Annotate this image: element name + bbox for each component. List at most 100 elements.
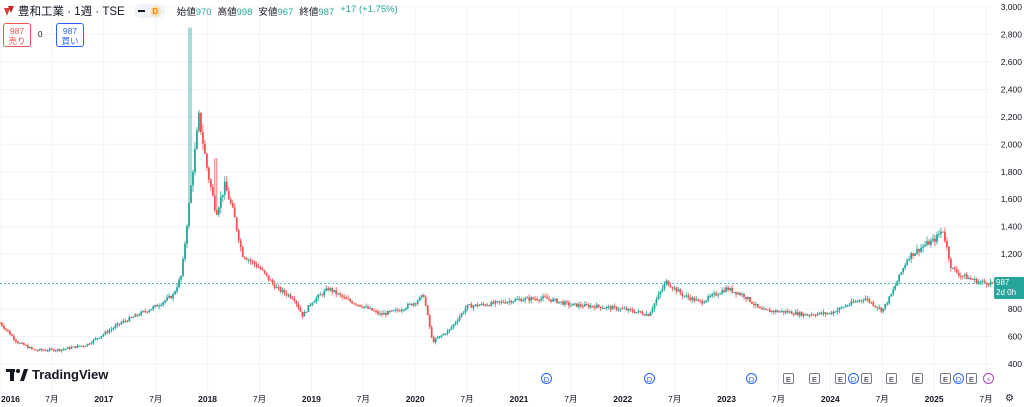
earnings-marker[interactable]: E: [783, 373, 794, 384]
candle-body: [68, 347, 71, 349]
candle-body: [900, 272, 903, 275]
candle-body: [295, 300, 298, 304]
symbol-logo-icon: [4, 6, 14, 16]
candle-body: [396, 309, 399, 311]
earnings-marker[interactable]: E: [940, 373, 951, 384]
symbol-title[interactable]: 豊和工業 · 1週 · TSE: [18, 6, 125, 18]
candle-body: [774, 310, 777, 312]
earnings-marker[interactable]: E: [861, 373, 872, 384]
candle-body: [90, 342, 93, 344]
tradingview-logo[interactable]: TradingView: [6, 367, 108, 382]
candle-body: [7, 329, 9, 332]
candle-body: [283, 289, 286, 294]
candle-body: [830, 312, 833, 314]
candle-body: [661, 288, 664, 292]
candle-body: [703, 302, 706, 304]
candle-body: [205, 153, 208, 168]
buy-button[interactable]: 987 買い: [56, 23, 84, 47]
candle-body: [613, 306, 616, 308]
sell-price: 987: [9, 26, 25, 36]
y-tick-label: 800: [1008, 304, 1022, 314]
earnings-marker[interactable]: E: [809, 373, 820, 384]
x-tick-label: 7月: [564, 394, 577, 404]
candle-body: [607, 306, 610, 308]
candle-body: [96, 338, 99, 340]
candle-body: [265, 272, 268, 276]
candle-body: [30, 347, 33, 349]
candle-body: [466, 304, 469, 309]
sell-button[interactable]: 987 売り: [3, 23, 31, 47]
dividend-marker[interactable]: D: [541, 373, 552, 384]
candle-body: [287, 294, 290, 296]
y-tick-label: 600: [1008, 332, 1022, 342]
candle-body: [301, 311, 304, 317]
earnings-marker[interactable]: E: [886, 373, 897, 384]
x-tick-label: 2025: [925, 394, 944, 404]
candle-body: [291, 297, 294, 299]
dividend-marker[interactable]: D: [848, 373, 859, 384]
candle-body: [490, 301, 493, 306]
candle-body: [319, 294, 322, 296]
candle-body: [221, 194, 224, 198]
candle-body: [116, 323, 119, 326]
candle-body: [764, 308, 767, 310]
candle-body: [552, 299, 554, 302]
candle-body: [104, 331, 107, 335]
candle-body: [842, 307, 845, 309]
candle-body: [82, 345, 85, 347]
split-marker-icon[interactable]: ⚡: [983, 373, 994, 384]
settings-gear-icon[interactable]: ⚙: [1005, 393, 1014, 404]
candle-body: [381, 313, 383, 315]
dividend-marker[interactable]: D: [953, 373, 964, 384]
candle-body: [315, 298, 318, 302]
candle-body: [695, 299, 698, 301]
x-tick-label: 2022: [613, 394, 632, 404]
dividend-marker[interactable]: D: [644, 373, 655, 384]
candle-body: [908, 259, 911, 261]
candle-body: [339, 293, 342, 295]
price-axis[interactable]: 3,000 2,800 2,600 2,400 2,200 2,000 1,800 1,600…: [1001, 2, 1023, 369]
candle-body: [579, 304, 582, 307]
candle-body: [390, 310, 393, 312]
candle-body: [719, 293, 722, 295]
candle-body: [914, 253, 916, 256]
candle-body: [665, 280, 668, 284]
candle-body: [709, 296, 712, 298]
candle-body: [154, 305, 157, 307]
candle-body: [371, 307, 373, 311]
candle-body: [132, 316, 135, 318]
candle-body: [426, 305, 429, 315]
candle-body: [985, 282, 988, 285]
candle-body: [538, 300, 540, 302]
x-tick-label: 2023: [717, 394, 736, 404]
data-status-pill[interactable]: D: [133, 4, 165, 18]
candle-body: [325, 288, 328, 291]
candle-body: [331, 288, 334, 292]
candle-body: [657, 294, 660, 300]
candle-body: [846, 305, 849, 307]
candle-body: [581, 306, 584, 308]
candle-body: [792, 314, 795, 316]
candle-body: [924, 244, 926, 247]
earnings-marker[interactable]: E: [966, 373, 977, 384]
candle-body: [615, 306, 618, 310]
earnings-marker[interactable]: E: [835, 373, 846, 384]
dividend-marker[interactable]: D: [746, 373, 757, 384]
candle-body: [591, 305, 594, 307]
candle-body: [589, 305, 592, 308]
candle-body: [178, 279, 180, 288]
candle-body: [474, 304, 477, 306]
candle-body: [641, 312, 644, 315]
candle-body: [347, 298, 350, 300]
earnings-marker[interactable]: E: [912, 373, 923, 384]
candle-body: [355, 303, 357, 305]
candle-body: [414, 303, 417, 305]
time-axis[interactable]: 2016 7月 2017 7月 2018 7月 2019 7月 2020 7月 2021 7月 2022…: [1, 394, 993, 404]
candle-body: [912, 253, 914, 256]
candle-body: [679, 289, 682, 294]
candle-body: [946, 241, 948, 247]
close-value: 終値987: [299, 7, 335, 18]
collapse-icon: [137, 10, 145, 12]
candle-body: [969, 278, 972, 280]
